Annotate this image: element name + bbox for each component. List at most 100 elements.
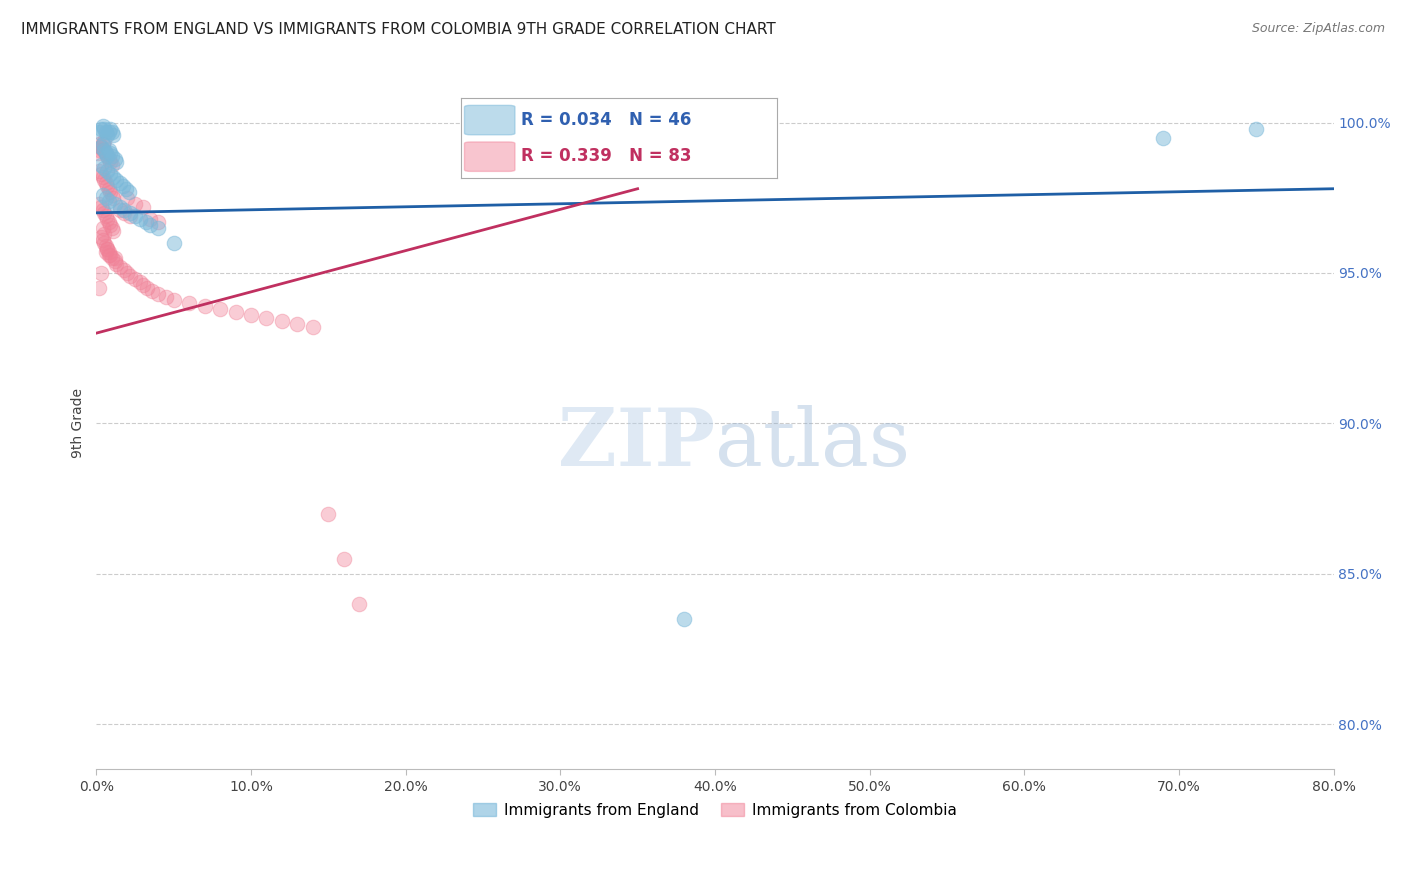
Point	[91, 187, 114, 202]
Point	[333, 551, 356, 566]
Point	[132, 278, 155, 293]
Point	[104, 196, 127, 211]
Point	[225, 305, 247, 319]
Point	[112, 206, 135, 220]
Point	[93, 134, 115, 148]
Point	[124, 272, 146, 286]
Point	[97, 143, 120, 157]
Point	[136, 281, 159, 295]
Point	[105, 172, 128, 186]
Point	[94, 191, 117, 205]
Point	[139, 211, 162, 226]
Point	[91, 169, 114, 184]
Point	[97, 244, 120, 259]
Point	[93, 227, 115, 241]
Point	[132, 200, 155, 214]
Point	[94, 244, 117, 259]
Point	[105, 257, 128, 271]
Point	[672, 612, 695, 626]
Point	[90, 167, 112, 181]
Point	[87, 145, 110, 160]
Point	[96, 148, 118, 162]
Point	[148, 287, 170, 301]
Point	[91, 202, 114, 217]
Point	[103, 191, 125, 205]
Point	[1244, 121, 1267, 136]
Point	[89, 136, 111, 151]
Point	[104, 254, 127, 268]
Point	[93, 161, 115, 175]
Point	[163, 293, 186, 307]
Point	[108, 260, 131, 274]
Point	[91, 136, 114, 151]
Point	[103, 169, 125, 184]
Text: Source: ZipAtlas.com: Source: ZipAtlas.com	[1251, 22, 1385, 36]
Text: atlas: atlas	[714, 405, 910, 483]
Point	[97, 194, 120, 208]
Point	[105, 154, 128, 169]
Point	[108, 200, 131, 214]
Point	[90, 139, 112, 153]
Point	[89, 125, 111, 139]
Point	[120, 268, 142, 283]
Point	[96, 128, 118, 142]
Point	[256, 311, 278, 326]
Point	[89, 143, 111, 157]
Point	[90, 230, 112, 244]
Point	[91, 136, 114, 151]
Point	[101, 125, 124, 139]
Point	[108, 202, 131, 217]
Point	[139, 218, 162, 232]
Point	[91, 233, 114, 247]
Point	[97, 152, 120, 166]
Point	[97, 182, 120, 196]
Point	[104, 251, 127, 265]
Point	[90, 266, 112, 280]
Point	[93, 235, 115, 250]
Point	[98, 145, 121, 160]
Point	[114, 182, 136, 196]
Point	[94, 125, 117, 139]
Point	[135, 215, 157, 229]
Point	[1152, 130, 1174, 145]
Point	[90, 139, 112, 153]
Point	[287, 317, 309, 331]
Point	[118, 185, 141, 199]
Point	[120, 206, 142, 220]
Point	[89, 196, 111, 211]
Point	[141, 284, 163, 298]
Point	[94, 145, 117, 160]
Point	[98, 121, 121, 136]
Point	[93, 121, 115, 136]
Point	[98, 248, 121, 262]
Point	[101, 251, 124, 265]
Point	[90, 121, 112, 136]
Point	[97, 248, 120, 262]
Point	[318, 507, 340, 521]
Point	[91, 143, 114, 157]
Point	[124, 196, 146, 211]
Point	[111, 178, 134, 193]
Point	[112, 263, 135, 277]
Point	[101, 187, 124, 202]
Point	[148, 215, 170, 229]
Point	[148, 220, 170, 235]
Point	[98, 218, 121, 232]
Point	[349, 597, 371, 611]
Point	[97, 215, 120, 229]
Point	[155, 290, 177, 304]
Point	[120, 209, 142, 223]
Point	[302, 320, 325, 334]
Point	[98, 154, 121, 169]
Point	[124, 209, 146, 223]
Point	[91, 119, 114, 133]
Point	[90, 158, 112, 172]
Point	[117, 191, 139, 205]
Point	[108, 176, 131, 190]
Point	[101, 220, 124, 235]
Point	[90, 139, 112, 153]
Point	[91, 220, 114, 235]
Point	[179, 296, 201, 310]
Point	[94, 145, 117, 160]
Point	[240, 308, 263, 322]
